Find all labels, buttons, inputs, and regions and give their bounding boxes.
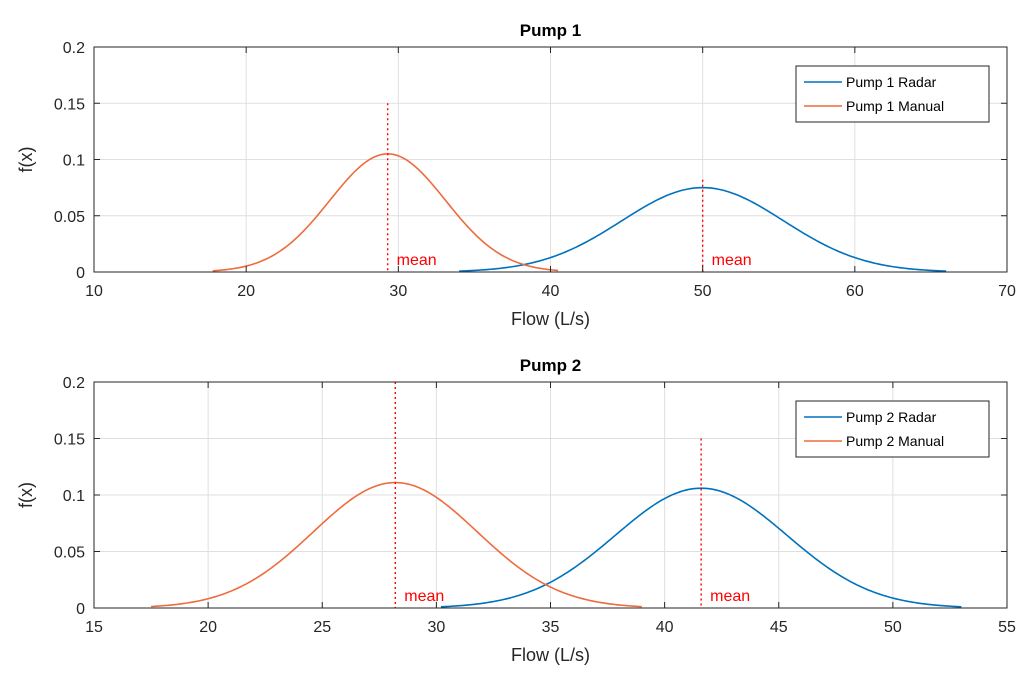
chart-title: Pump 1 — [520, 21, 581, 40]
y-tick-label: 0.15 — [54, 432, 85, 449]
y-tick-label: 0.1 — [63, 488, 85, 505]
y-tick-label: 0 — [76, 265, 85, 282]
x-tick-label: 60 — [846, 283, 864, 300]
x-tick-label: 10 — [85, 283, 103, 300]
y-tick-label: 0.15 — [54, 96, 85, 113]
x-axis-label: Flow (L/s) — [511, 645, 590, 665]
series-line-1 — [459, 186, 947, 272]
legend-box — [795, 400, 990, 458]
legend-entry: Pump 2 Manual — [846, 433, 944, 449]
x-tick-label: 70 — [998, 283, 1016, 300]
series-line-2 — [151, 481, 642, 608]
mean-label: mean — [404, 588, 444, 605]
x-tick-label: 30 — [427, 619, 445, 636]
series-line-1 — [440, 487, 962, 608]
chart-title: Pump 2 — [520, 356, 581, 375]
y-axis-label: f(x) — [16, 482, 36, 508]
y-tick-label: 0.2 — [63, 40, 85, 57]
y-tick-label: 0.05 — [54, 545, 85, 562]
legend: Pump 1 Radar Pump 1 Manual — [795, 65, 990, 123]
mean-label: mean — [712, 252, 752, 269]
x-tick-label: 25 — [313, 619, 331, 636]
legend: Pump 2 Radar Pump 2 Manual — [795, 400, 990, 458]
x-tick-label: 20 — [237, 283, 255, 300]
legend-entry: Pump 1 Radar — [846, 74, 937, 90]
y-tick-label: 0 — [76, 601, 85, 618]
x-tick-label: 30 — [389, 283, 407, 300]
chart-panel-2: mean mean 15 20 25 30 35 40 45 50 55 0 0.05 0.1 0.15 0.… — [16, 356, 1016, 665]
y-tick-label: 0.1 — [63, 153, 85, 170]
x-tick-label: 40 — [542, 283, 560, 300]
x-tick-label: 35 — [542, 619, 560, 636]
legend-entry: Pump 2 Radar — [846, 409, 937, 425]
mean-label: mean — [710, 588, 750, 605]
legend-entry: Pump 1 Manual — [846, 98, 944, 114]
x-tick-label: 20 — [199, 619, 217, 636]
x-tick-label: 15 — [85, 619, 103, 636]
y-axis-label: f(x) — [16, 147, 36, 173]
x-tick-label: 40 — [656, 619, 674, 636]
y-tick-label: 0.05 — [54, 209, 85, 226]
y-tick-label: 0.2 — [63, 375, 85, 392]
x-tick-label: 50 — [884, 619, 902, 636]
x-tick-label: 55 — [998, 619, 1016, 636]
chart-panel-1: mean mean 10 20 30 40 50 60 70 0 0.05 0.1 0.15 0.2 Pum… — [16, 21, 1016, 329]
mean-label: mean — [397, 252, 437, 269]
x-axis-label: Flow (L/s) — [511, 309, 590, 329]
x-tick-label: 45 — [770, 619, 788, 636]
series-line-2 — [212, 153, 559, 272]
legend-box — [795, 65, 990, 123]
x-tick-label: 50 — [694, 283, 712, 300]
